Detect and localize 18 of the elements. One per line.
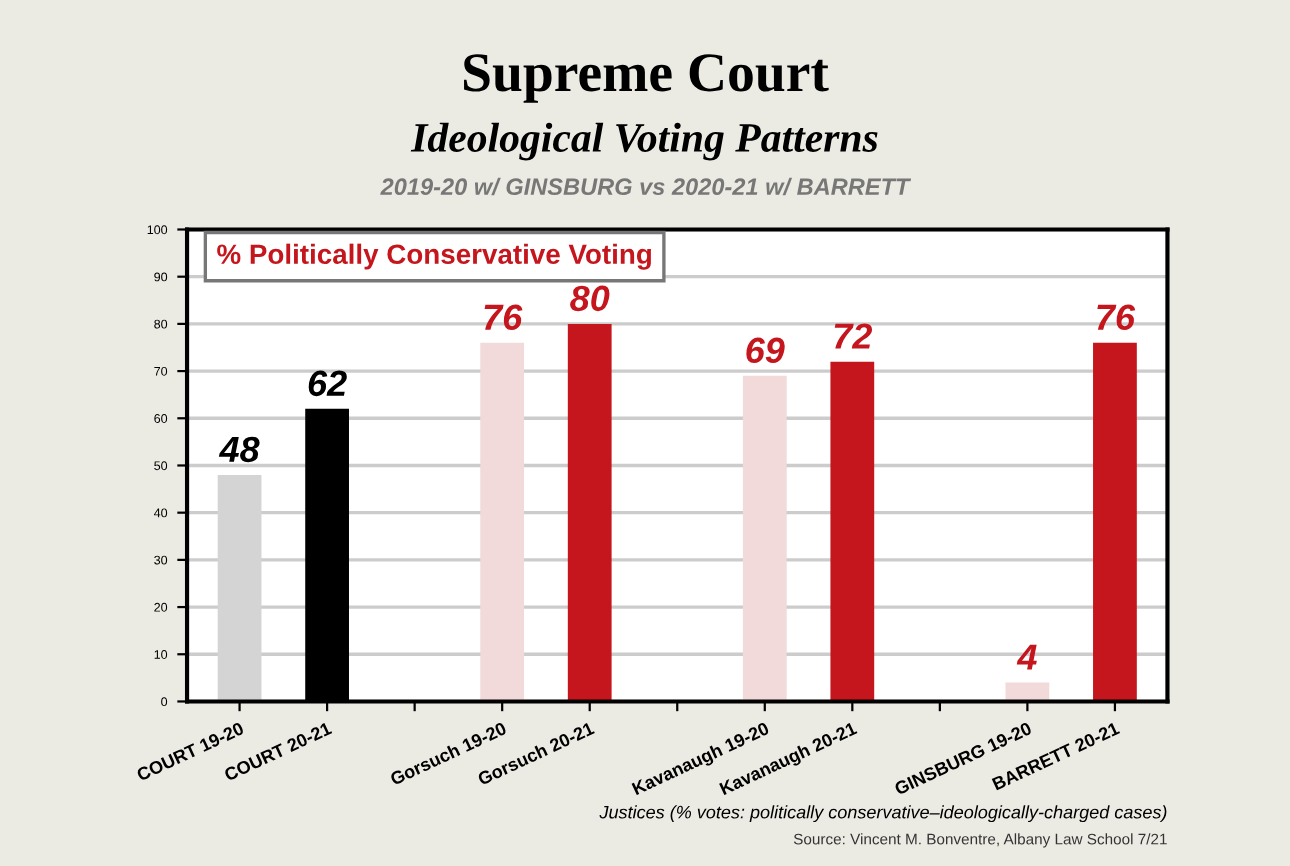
annotation: % Politically Conservative Voting <box>217 243 651 270</box>
data-label: 72 <box>834 323 873 349</box>
chart-title: Supreme Court <box>464 54 829 103</box>
data-label: 4 <box>1016 644 1037 670</box>
data-label: 48 <box>218 436 260 463</box>
chart-subtitle: Ideological Voting Patterns <box>410 122 878 161</box>
data-label: 62 <box>308 370 347 397</box>
bar <box>742 375 787 702</box>
data-label: 76 <box>1097 304 1136 331</box>
data-label: 80 <box>570 285 610 312</box>
bar <box>1093 342 1137 702</box>
bar <box>480 342 525 702</box>
bar <box>567 323 612 702</box>
x-axis-title: Justices (% votes: politically conservative–ideologically-charged cases) <box>599 805 1167 823</box>
data-label: 76 <box>484 304 523 331</box>
data-label: 69 <box>746 337 785 364</box>
text: 2019-20 w/ GINSBURG vs 2020-21 w/ BARRETT <box>380 177 912 196</box>
bar <box>830 361 875 702</box>
